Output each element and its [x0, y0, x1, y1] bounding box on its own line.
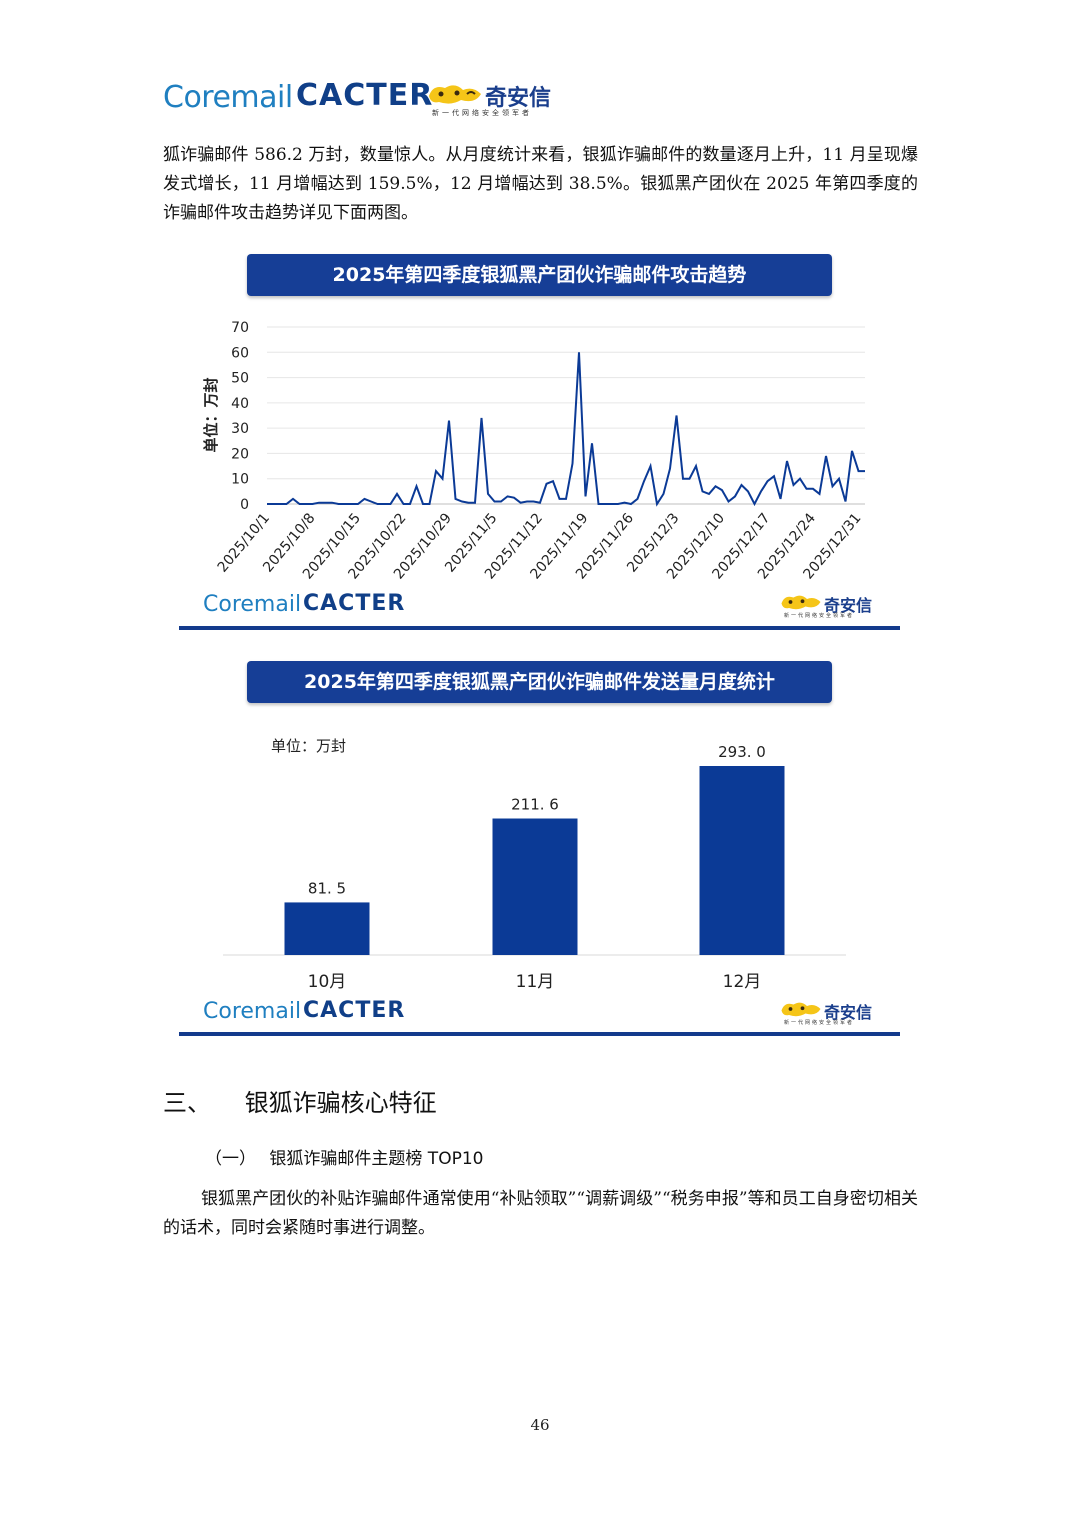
chart1-bottom-rule [179, 626, 900, 630]
chart2-cacter-logo: CACTER [303, 998, 406, 1023]
qax-name: 奇安信 [485, 86, 552, 111]
y-tick-label: 20 [231, 446, 249, 462]
chart2-coremail-logo: Coremail [203, 999, 302, 1024]
bar-value-label: 81. 5 [308, 879, 346, 897]
y-tick-label: 50 [231, 371, 249, 387]
y-tick-label: 70 [231, 320, 249, 336]
bar-category-label: 11月 [516, 972, 555, 992]
chart1-qax-name: 奇安信 [824, 596, 873, 615]
chart2-qax-tagline: 新一代网络安全领军者 [784, 1020, 855, 1026]
body-paragraph: 银狐黑产团伙的补贴诈骗邮件通常使用“补贴领取”“调薪调级”“税务申报”等和员工自… [163, 1189, 918, 1238]
subsection-number: （一） [205, 1149, 256, 1169]
qax-logo: 奇安信 新一代网络安全领军者 [427, 80, 567, 120]
section-heading: 三、 银狐诈骗核心特征 [163, 1083, 437, 1118]
y-tick-label: 0 [240, 497, 249, 513]
bar-value-label: 211. 6 [511, 796, 559, 814]
intro-paragraph: 狐诈骗邮件 586.2 万封，数量惊人。从月度统计来看，银狐诈骗邮件的数量逐月上… [163, 145, 918, 223]
bar-1 [284, 902, 370, 955]
chart2-bottom-rule [179, 1032, 900, 1036]
subsection-title: 银狐诈骗邮件主题榜 TOP10 [269, 1149, 484, 1169]
cacter-logo: CACTER [296, 78, 434, 113]
qax-mascot-icon [781, 1002, 821, 1017]
page-number: 46 [530, 1416, 550, 1434]
qax-mascot-icon [781, 595, 821, 610]
chart2-qax-logo: 奇安信 新一代网络安全领军者 [780, 999, 890, 1027]
bar-value-label: 293. 0 [718, 743, 766, 761]
chart2-title: 2025年第四季度银狐黑产团伙诈骗邮件发送量月度统计 [247, 661, 832, 703]
chart2-unit-label: 单位：万封 [271, 737, 347, 755]
y-tick-label: 10 [231, 472, 249, 488]
y-tick-label: 30 [231, 421, 249, 437]
chart2-qax-name: 奇安信 [824, 1003, 873, 1022]
chart1-title: 2025年第四季度银狐黑产团伙诈骗邮件攻击趋势 [247, 254, 832, 296]
bar-category-label: 10月 [308, 972, 347, 992]
section-number: 三、 [163, 1089, 211, 1117]
y-tick-label: 60 [231, 345, 249, 361]
section-title: 银狐诈骗核心特征 [244, 1089, 437, 1117]
chart1-qax-tagline: 新一代网络安全领军者 [784, 613, 855, 619]
qax-tagline: 新一代网络安全领军者 [432, 109, 532, 117]
bar-category-label: 12月 [723, 972, 762, 992]
monthly-volume-bar-chart: 81. 5 10月 211. 6 11月 293. 0 12月 [223, 743, 846, 992]
chart1-cacter-logo: CACTER [303, 591, 406, 616]
qax-mascot-icon [429, 85, 481, 104]
chart1-qax-logo: 奇安信 新一代网络安全领军者 [780, 592, 890, 620]
chart1-coremail-logo: Coremail [203, 592, 302, 617]
bar-3 [699, 766, 785, 955]
subsection-heading: （一） 银狐诈骗邮件主题榜 TOP10 [205, 1144, 483, 1169]
bar-2 [492, 818, 578, 955]
chart1-y-axis-label: 单位：万封 [202, 377, 220, 452]
attack-trend-series-line [267, 352, 865, 507]
y-tick-label: 40 [231, 396, 249, 412]
coremail-logo: Coremail [163, 80, 293, 115]
